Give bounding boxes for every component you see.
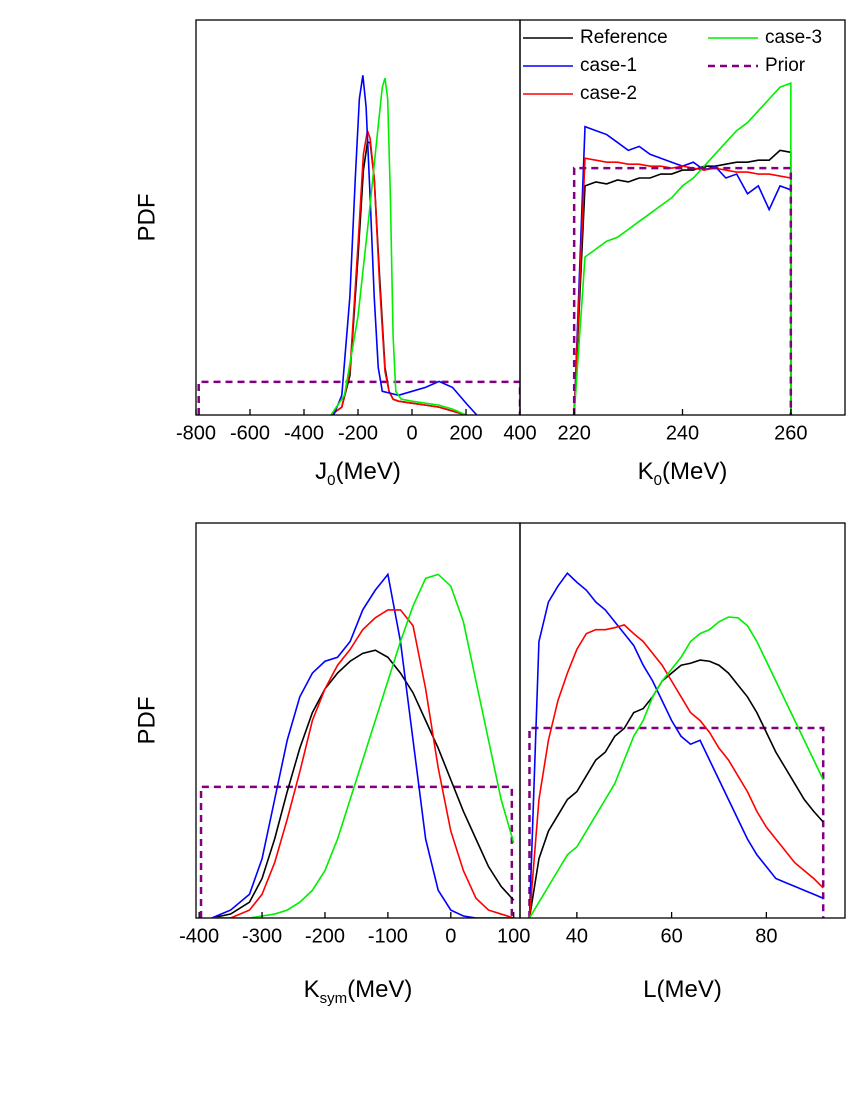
series-line [573,125,792,415]
x-axis-label-part: K [638,458,654,485]
series-line [572,166,793,415]
x-tick-label: 400 [503,422,536,444]
series-line [573,157,792,415]
legend-label: Prior [765,55,806,76]
legend-label: case-1 [580,55,637,76]
x-tick-label: 0 [406,422,417,444]
x-tick-label: -300 [242,925,282,947]
x-tick-label: -600 [230,422,270,444]
series-line [330,130,467,415]
x-tick-label: 260 [774,422,807,444]
x-axis-label-part: 0 [654,472,662,489]
series-line [199,785,514,918]
x-axis-label-part: (MeV) [336,458,401,485]
x-tick-label: -200 [305,925,345,947]
series-line [211,572,514,918]
x-tick-label: 0 [445,925,456,947]
x-axis-label-part: 0 [327,472,335,489]
legend-label: case-3 [765,27,822,48]
plot-frame [195,19,521,416]
x-tick-label: -800 [176,422,216,444]
series-line [211,573,515,918]
x-tick-label: -400 [284,422,324,444]
x-tick-label: 100 [497,925,530,947]
x-tick-label: 60 [660,925,682,947]
x-axis-label: L(MeV) [643,976,722,1003]
x-tick-label: 240 [666,422,699,444]
series-line [573,82,792,415]
x-axis-label-part: sym [320,990,348,1007]
series-line [528,659,824,918]
legend-label: Reference [580,27,668,48]
x-axis-label: J0(MeV) [315,458,401,489]
series-line [211,609,514,918]
y-axis-label: PDF [133,194,160,242]
x-axis-label: K0(MeV) [638,458,728,489]
plot-frame [195,522,521,919]
y-axis-label: PDF [133,697,160,745]
plot-frame [519,522,846,919]
x-tick-label: 220 [557,422,590,444]
x-tick-label: 40 [566,925,588,947]
x-axis-label-part: K [304,976,320,1003]
x-tick-label: -100 [368,925,408,947]
series-line [330,77,467,415]
x-tick-label: 200 [449,422,482,444]
x-axis-label-part: J [315,458,327,485]
x-axis-label-part: (MeV) [662,458,727,485]
series-line [197,380,520,415]
series-line [528,571,824,918]
x-tick-label: -400 [179,925,219,947]
series-line [528,616,824,918]
x-axis-label: Ksym(MeV) [304,976,413,1007]
series-line [332,75,478,415]
x-axis-label-part: L(MeV) [643,976,722,1003]
plot-frame [519,19,846,416]
series-line [573,149,792,415]
x-tick-label: 80 [755,925,777,947]
x-axis-label-part: (MeV) [347,976,412,1003]
x-tick-label: -200 [338,422,378,444]
legend-label: case-2 [580,83,637,104]
series-line [528,624,824,918]
series-line [211,649,515,918]
